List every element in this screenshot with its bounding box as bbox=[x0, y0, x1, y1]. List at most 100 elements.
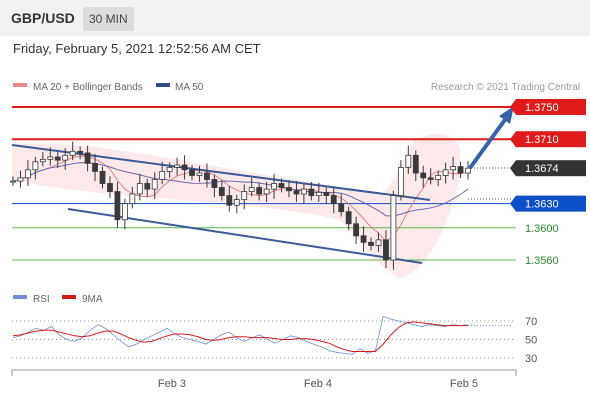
candle-body bbox=[32, 161, 39, 171]
candle-body bbox=[47, 156, 54, 160]
candle-body bbox=[211, 179, 218, 188]
ma20-legend-swatch bbox=[13, 83, 27, 87]
level-label-pointer-1.3674 bbox=[510, 160, 516, 177]
rsi-tick-label-30: 30 bbox=[525, 353, 537, 365]
x-axis-labels: Feb 3 Feb 4 Feb 5 bbox=[158, 378, 478, 390]
level-label-text-1.3560: 1.3560 bbox=[525, 255, 559, 267]
candle-body bbox=[263, 188, 270, 195]
rsi-tick-label-50: 50 bbox=[525, 335, 537, 347]
candle-body bbox=[450, 166, 456, 171]
candle-body bbox=[383, 239, 389, 261]
candle-body bbox=[174, 164, 180, 168]
candle-body bbox=[196, 172, 203, 176]
level-labels: 1.3750 1.3710 1.3674 1.3630 1.3600 1.3560 bbox=[510, 99, 586, 267]
rsi-ma-legend-swatch bbox=[62, 295, 76, 299]
candle-body bbox=[465, 167, 471, 174]
bollinger-band-area bbox=[12, 133, 460, 278]
chart-panel: Friday, February 5, 2021 12:52:56 AM CET… bbox=[0, 36, 590, 400]
candle-body bbox=[159, 171, 166, 180]
candle-body bbox=[17, 177, 24, 182]
candle-body bbox=[204, 172, 210, 180]
candle-body bbox=[256, 187, 263, 195]
candle-body bbox=[107, 183, 113, 192]
rsi-gridlines: 70 50 30 bbox=[12, 316, 537, 365]
forecast-arrow-head bbox=[499, 106, 514, 124]
candle-body bbox=[360, 235, 367, 243]
candle-body bbox=[435, 175, 442, 180]
candle-body bbox=[39, 158, 46, 163]
x-axis-label-Feb-4: Feb 4 bbox=[304, 378, 332, 390]
candle-body bbox=[427, 177, 434, 180]
level-label-text-1.3630: 1.3630 bbox=[525, 199, 559, 211]
candle-body bbox=[129, 193, 136, 205]
copyright-credit: Research © 2021 Trading Central bbox=[431, 82, 580, 93]
level-label-box-1.3710 bbox=[516, 131, 586, 148]
candle-body bbox=[286, 187, 292, 192]
candle-body bbox=[144, 183, 151, 190]
candle-body bbox=[293, 190, 300, 195]
level-label-box-1.3630 bbox=[516, 195, 586, 212]
x-axis-label-Feb-5: Feb 5 bbox=[450, 378, 478, 390]
ma50-legend-swatch bbox=[156, 83, 170, 87]
candle-body bbox=[375, 239, 382, 246]
header-bar: GBP/USD 30 MIN bbox=[0, 0, 590, 36]
candle-body bbox=[62, 154, 69, 161]
level-label-text-1.3750: 1.3750 bbox=[525, 102, 559, 114]
level-label-pointer-1.3630 bbox=[510, 195, 516, 212]
candle-body bbox=[218, 187, 225, 196]
candle-body bbox=[84, 152, 91, 164]
candle-body bbox=[241, 191, 248, 201]
candle-body bbox=[368, 241, 374, 246]
level-label-text-1.3710: 1.3710 bbox=[525, 134, 559, 146]
candle-body bbox=[166, 166, 173, 172]
candle-body bbox=[442, 169, 449, 176]
candle-body bbox=[69, 150, 76, 156]
candle-body bbox=[412, 154, 419, 174]
candle-body bbox=[233, 199, 240, 206]
level-label-box-1.3674 bbox=[516, 160, 586, 177]
candle-body bbox=[121, 203, 128, 221]
level-label-box-1.3750 bbox=[516, 99, 586, 115]
candle-body bbox=[353, 223, 360, 237]
candle-body bbox=[330, 195, 337, 205]
candle-body bbox=[301, 188, 307, 195]
candle-body bbox=[136, 183, 143, 195]
candle-body bbox=[323, 191, 330, 196]
ma20-legend-label: MA 20 + Bollinger Bands bbox=[33, 82, 143, 93]
ma50-legend-label: MA 50 bbox=[175, 82, 204, 93]
level-label-text-1.3674: 1.3674 bbox=[525, 163, 559, 175]
candle-body bbox=[278, 183, 285, 188]
timeframe-button[interactable]: 30 MIN bbox=[83, 7, 134, 31]
candle-body bbox=[248, 187, 255, 192]
candle-body bbox=[338, 203, 345, 213]
candle-body bbox=[181, 164, 188, 171]
level-label-pointer-1.3710 bbox=[510, 131, 516, 148]
candle-body bbox=[420, 172, 427, 179]
candle-body bbox=[114, 191, 121, 221]
candle-body bbox=[77, 150, 84, 154]
candle-body bbox=[189, 169, 195, 176]
rsi-tick-label-70: 70 bbox=[525, 316, 537, 328]
candle-body bbox=[390, 195, 397, 261]
candle-body bbox=[10, 180, 16, 183]
candle-body bbox=[315, 191, 322, 196]
x-axis-label-Feb-3: Feb 3 bbox=[158, 378, 186, 390]
candle-body bbox=[99, 171, 106, 184]
candle-body bbox=[345, 211, 352, 225]
level-label-pointer-1.3750 bbox=[510, 99, 516, 115]
candle-body bbox=[92, 162, 98, 172]
candle-body bbox=[151, 179, 158, 190]
candle-body bbox=[397, 166, 404, 196]
candle-body bbox=[271, 183, 277, 190]
currency-pair-title: GBP/USD bbox=[11, 10, 75, 26]
candle-body bbox=[308, 188, 315, 196]
price-levels bbox=[12, 106, 516, 261]
rsi-ma-legend-label: 9MA bbox=[82, 294, 103, 305]
channel-upper-line bbox=[11, 144, 431, 201]
candle-body bbox=[405, 154, 412, 168]
price-chart[interactable]: Friday, February 5, 2021 12:52:56 AM CET… bbox=[0, 36, 590, 400]
forecast-arrow-shaft bbox=[468, 115, 509, 170]
datetime-label: Friday, February 5, 2021 12:52:56 AM CET bbox=[13, 41, 261, 56]
candle-body bbox=[25, 169, 31, 179]
rsi-legend-label: RSI bbox=[33, 294, 50, 305]
